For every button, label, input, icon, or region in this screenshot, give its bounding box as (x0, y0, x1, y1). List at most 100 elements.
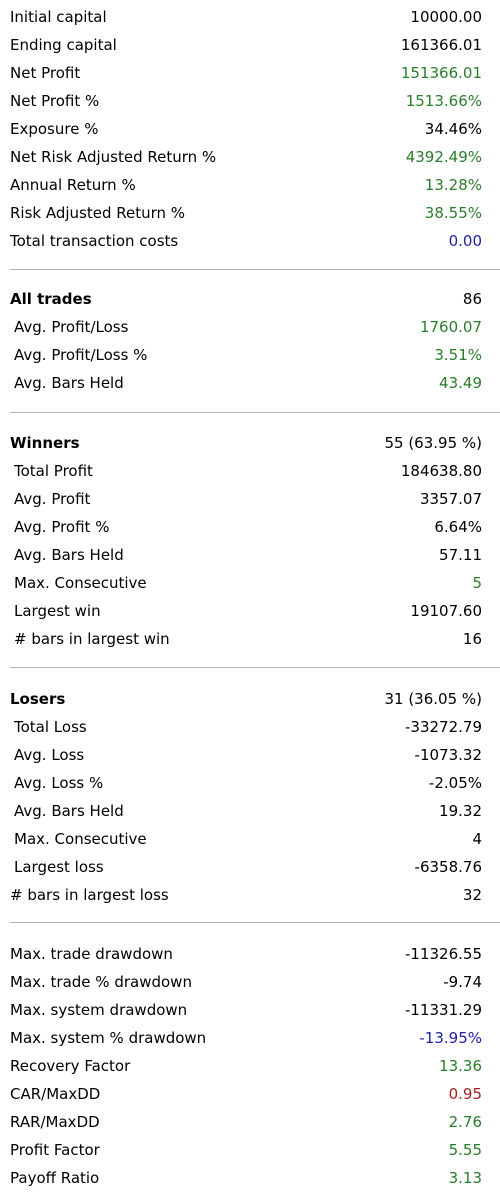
stat-value: 13.28% (424, 176, 482, 194)
stat-row-avg-profit: Avg. Profit 3357.07 (0, 485, 500, 513)
stat-row-avg-loss: Avg. Loss -1073.32 (0, 741, 500, 769)
stat-row-max-system-drawdown: Max. system drawdown -11331.29 (0, 996, 500, 1024)
stat-row-initial-capital: Initial capital 10000.00 (0, 3, 500, 31)
stat-row-bars-in-largest-win: # bars in largest win 16 (0, 625, 500, 653)
stat-label: CAR/MaxDD (10, 1085, 101, 1103)
section-count: 31 (36.05 %) (384, 690, 482, 708)
stat-value: 3357.07 (419, 490, 482, 508)
stat-value: 0.00 (448, 232, 482, 250)
stat-value: 161366.01 (400, 36, 482, 54)
stat-value: -9.74 (443, 973, 482, 991)
stat-row-avg-profit-pct: Avg. Profit % 6.64% (0, 513, 500, 541)
stat-value: -13.95% (419, 1029, 482, 1047)
stat-value: 151366.01 (400, 64, 482, 82)
stat-label: Max. system % drawdown (10, 1029, 207, 1047)
stat-label: Avg. Loss % (14, 774, 104, 792)
stat-label: Net Profit % (10, 92, 100, 110)
stat-value: 6.64% (434, 518, 482, 536)
section-header-all-trades: All trades 86 (0, 285, 500, 313)
stat-value: -33272.79 (405, 718, 482, 736)
stat-value: 19.32 (439, 802, 482, 820)
stat-value: -11331.29 (405, 1001, 482, 1019)
stat-value: 2.76 (448, 1113, 482, 1131)
stat-label: Avg. Profit (14, 490, 91, 508)
stat-value: 4392.49% (405, 148, 482, 166)
stat-value: 57.11 (439, 546, 482, 564)
stat-row-largest-win: Largest win 19107.60 (0, 597, 500, 625)
section-divider (10, 922, 500, 923)
stat-value: -2.05% (428, 774, 482, 792)
section-divider (10, 269, 500, 270)
stat-value: -1073.32 (414, 746, 482, 764)
section-count: 55 (63.95 %) (384, 434, 482, 452)
stat-label: Annual Return % (10, 176, 136, 194)
stat-label: RAR/MaxDD (10, 1113, 100, 1131)
stat-row-bars-in-largest-loss: # bars in largest loss 32 (0, 881, 500, 909)
stat-row-max-system-pct-drawdown: Max. system % drawdown -13.95% (0, 1024, 500, 1052)
stat-label: Max. trade % drawdown (10, 973, 192, 991)
stat-row-net-risk-adjusted-return: Net Risk Adjusted Return % 4392.49% (0, 143, 500, 171)
stat-value: -6358.76 (414, 858, 482, 876)
stat-row-exposure-pct: Exposure % 34.46% (0, 115, 500, 143)
section-header-losers: Losers 31 (36.05 %) (0, 685, 500, 713)
stat-row-winners-avg-bars-held: Avg. Bars Held 57.11 (0, 541, 500, 569)
stat-label: Ending capital (10, 36, 117, 54)
stat-value: 5 (472, 574, 482, 592)
stat-label: Max. Consecutive (14, 574, 147, 592)
stat-label: Avg. Profit/Loss % (14, 346, 148, 364)
stat-label: # bars in largest win (14, 630, 170, 648)
stat-label: Max. system drawdown (10, 1001, 188, 1019)
stat-label: Recovery Factor (10, 1057, 131, 1075)
section-divider (10, 412, 500, 413)
stat-row-winners-max-consecutive: Max. Consecutive 5 (0, 569, 500, 597)
stat-value: 13.36 (439, 1057, 482, 1075)
stat-row-avg-profit-loss-pct: Avg. Profit/Loss % 3.51% (0, 341, 500, 369)
section-divider (10, 667, 500, 668)
stat-row-avg-bars-held: Avg. Bars Held 43.49 (0, 369, 500, 397)
stat-label: Risk Adjusted Return % (10, 204, 186, 222)
stat-row-ending-capital: Ending capital 161366.01 (0, 31, 500, 59)
stat-label: Avg. Bars Held (14, 546, 124, 564)
section-header-winners: Winners 55 (63.95 %) (0, 429, 500, 457)
stat-value: 32 (462, 886, 482, 904)
stat-value: 10000.00 (410, 8, 482, 26)
stat-row-payoff-ratio: Payoff Ratio 3.13 (0, 1164, 500, 1192)
stat-value: 3.13 (448, 1169, 482, 1187)
stat-value: 16 (462, 630, 482, 648)
stat-label: Payoff Ratio (10, 1169, 100, 1187)
stat-label: Exposure % (10, 120, 99, 138)
section-title: All trades (10, 290, 92, 308)
stat-label: Net Risk Adjusted Return % (10, 148, 217, 166)
stat-label: Avg. Loss (14, 746, 85, 764)
stat-row-annual-return: Annual Return % 13.28% (0, 171, 500, 199)
stat-value: 1513.66% (405, 92, 482, 110)
stat-value: 1760.07 (419, 318, 482, 336)
stat-label: Net Profit (10, 64, 81, 82)
stat-value: 3.51% (434, 346, 482, 364)
stat-row-max-trade-pct-drawdown: Max. trade % drawdown -9.74 (0, 968, 500, 996)
stat-row-losers-avg-bars-held: Avg. Bars Held 19.32 (0, 797, 500, 825)
stat-label: Total Profit (14, 462, 93, 480)
stat-row-losers-max-consecutive: Max. Consecutive 4 (0, 825, 500, 853)
stat-label: Largest loss (14, 858, 104, 876)
stat-value: 184638.80 (400, 462, 482, 480)
stat-label: Profit Factor (10, 1141, 100, 1159)
stat-row-avg-loss-pct: Avg. Loss % -2.05% (0, 769, 500, 797)
section-count: 86 (462, 290, 482, 308)
stat-row-total-transaction-costs: Total transaction costs 0.00 (0, 227, 500, 255)
stat-label: Total Loss (14, 718, 87, 736)
stat-label: Initial capital (10, 8, 107, 26)
stat-label: Max. Consecutive (14, 830, 147, 848)
stat-value: 38.55% (424, 204, 482, 222)
stat-label: Avg. Profit % (14, 518, 110, 536)
stat-value: 43.49 (439, 374, 482, 392)
stat-row-max-trade-drawdown: Max. trade drawdown -11326.55 (0, 940, 500, 968)
stat-label: Max. trade drawdown (10, 945, 173, 963)
stat-row-net-profit: Net Profit 151366.01 (0, 59, 500, 87)
stat-label: Largest win (14, 602, 101, 620)
stat-row-recovery-factor: Recovery Factor 13.36 (0, 1052, 500, 1080)
stat-row-total-profit: Total Profit 184638.80 (0, 457, 500, 485)
stat-value: 4 (472, 830, 482, 848)
stat-row-largest-loss: Largest loss -6358.76 (0, 853, 500, 881)
